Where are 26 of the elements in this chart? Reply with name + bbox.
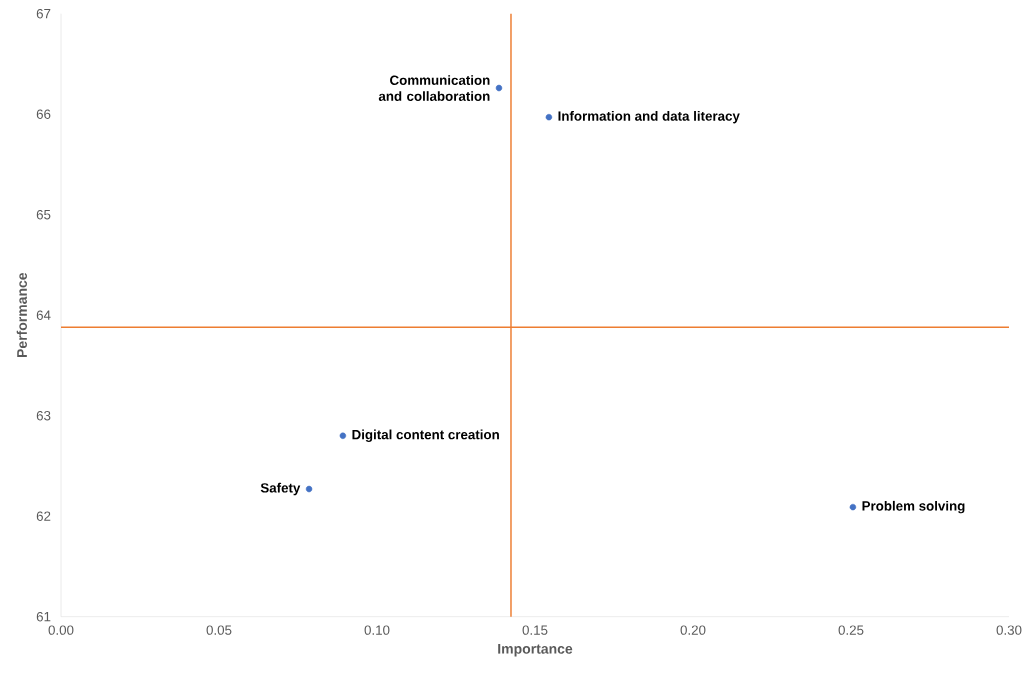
point xyxy=(849,504,857,511)
y-tick-label: 63 xyxy=(36,411,51,421)
y-tick-label: 64 xyxy=(36,310,51,321)
x-tick-label: 0.10 xyxy=(364,625,390,635)
annotation: Problem solving xyxy=(862,501,965,514)
x-axis-title: Importance xyxy=(498,644,573,657)
x-tick-label: 0.05 xyxy=(206,625,232,635)
y-tick-label: 65 xyxy=(36,210,51,220)
x-tick-label: 0.15 xyxy=(522,625,548,635)
y-tick-label: 67 xyxy=(36,9,51,19)
y-tick-label: 61 xyxy=(36,612,51,622)
point xyxy=(495,85,503,92)
y-tick-label: 62 xyxy=(36,511,51,522)
y-axis-title: Performance xyxy=(16,273,27,358)
x-tick-label: 0.25 xyxy=(838,625,864,635)
annotation: Information and data literacy xyxy=(558,111,740,124)
annotation: Safety xyxy=(260,482,301,496)
y-tick-label: 66 xyxy=(36,109,51,120)
x-tick-label: 0.20 xyxy=(680,625,706,635)
x-tick-label: 0.30 xyxy=(996,625,1022,635)
x-tick-label: 0.00 xyxy=(48,625,74,635)
annotation: Digital content creation xyxy=(352,429,499,443)
point xyxy=(545,114,553,121)
annotation: Communication and collaboration xyxy=(378,75,490,102)
point xyxy=(305,485,313,493)
point xyxy=(339,432,347,440)
